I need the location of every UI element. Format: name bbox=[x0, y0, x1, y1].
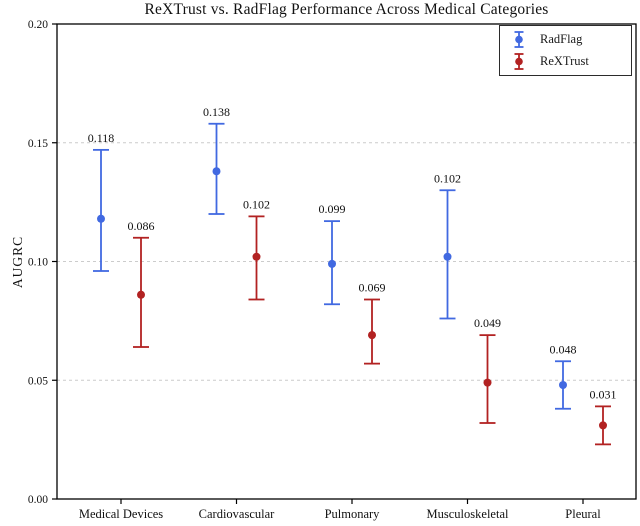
value-label: 0.102 bbox=[243, 197, 270, 211]
data-point bbox=[137, 290, 145, 299]
data-point bbox=[252, 252, 261, 261]
x-tick-label: Pleural bbox=[565, 507, 601, 521]
legend-label-radflag: RadFlag bbox=[540, 32, 583, 47]
legend-entry-radflag: RadFlag bbox=[512, 30, 625, 49]
legend-label-rextrust: ReXTrust bbox=[540, 54, 589, 69]
data-point bbox=[212, 167, 221, 176]
value-label: 0.118 bbox=[88, 131, 115, 145]
data-point bbox=[599, 421, 607, 430]
data-point bbox=[328, 259, 336, 268]
y-tick-label: 0.10 bbox=[28, 257, 48, 269]
data-point bbox=[483, 378, 492, 387]
legend-entry-rextrust: ReXTrust bbox=[512, 52, 625, 71]
chart-title: ReXTrust vs. RadFlag Performance Across … bbox=[144, 1, 549, 18]
y-tick-label: 0.05 bbox=[28, 375, 48, 387]
x-tick-label: Musculoskeletal bbox=[427, 507, 509, 521]
y-tick-label: 0.15 bbox=[28, 138, 48, 150]
errorbar-marker-icon bbox=[514, 31, 524, 48]
legend: RadFlag ReXTrust bbox=[499, 25, 632, 76]
value-label: 0.086 bbox=[128, 219, 155, 233]
y-tick-label: 0.20 bbox=[28, 19, 48, 31]
value-label: 0.048 bbox=[550, 342, 577, 356]
value-label: 0.099 bbox=[319, 202, 346, 216]
value-label: 0.031 bbox=[590, 387, 617, 401]
value-label: 0.049 bbox=[474, 316, 501, 330]
data-point bbox=[368, 331, 376, 340]
errorbar-marker-icon bbox=[514, 53, 524, 70]
data-point bbox=[443, 252, 452, 261]
value-label: 0.138 bbox=[203, 105, 230, 119]
value-label: 0.102 bbox=[434, 171, 461, 185]
data-point bbox=[559, 381, 567, 389]
x-tick-label: Medical Devices bbox=[79, 507, 163, 521]
x-tick-label: Cardiovascular bbox=[199, 507, 276, 521]
data-point bbox=[97, 214, 105, 223]
y-tick-label: 0.00 bbox=[28, 494, 48, 506]
x-tick-label: Pulmonary bbox=[325, 507, 381, 521]
value-label: 0.069 bbox=[359, 281, 386, 295]
